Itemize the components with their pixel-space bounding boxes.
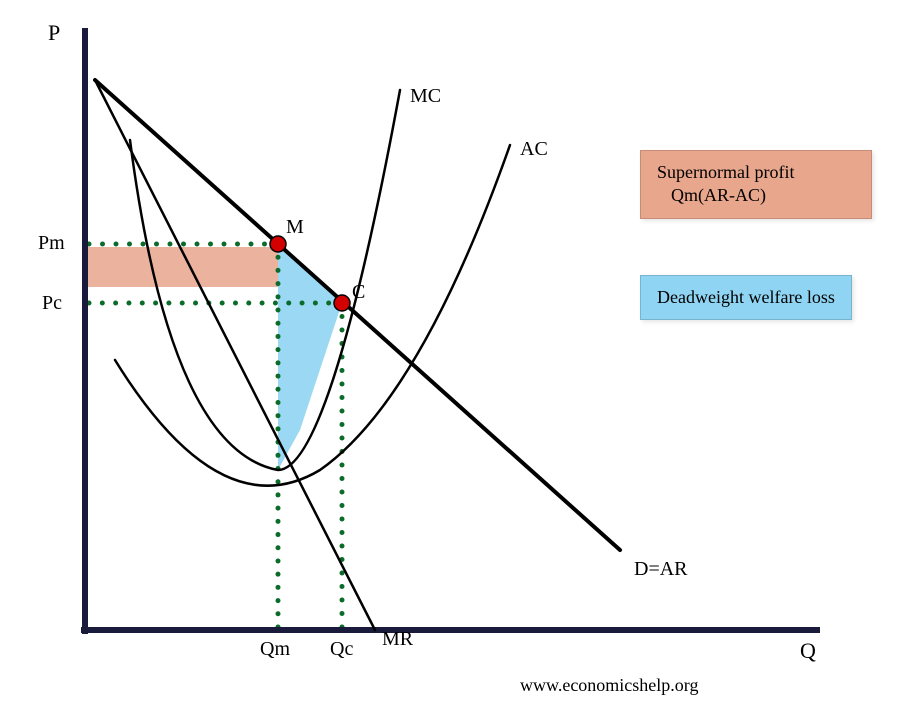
legend-deadweight-loss: Deadweight welfare loss: [640, 275, 852, 320]
mc-curve-label: MC: [410, 85, 441, 108]
x-axis-label: Q: [800, 638, 816, 664]
ac-curve-label: AC: [520, 138, 548, 161]
legend-dwl-text: Deadweight welfare loss: [657, 287, 835, 307]
point-c-label: C: [352, 281, 365, 304]
pm-label: Pm: [38, 232, 65, 255]
mr-curve-label: MR: [382, 628, 413, 651]
qm-label: Qm: [260, 638, 290, 661]
legend-supernormal-profit: Supernormal profit Qm(AR-AC): [640, 150, 872, 219]
legend-profit-line2: Qm(AR-AC): [657, 184, 855, 207]
y-axis-label: P: [48, 20, 60, 46]
source-attribution: www.economicshelp.org: [520, 675, 698, 696]
point-m-label: M: [286, 216, 304, 239]
chart-svg: [20, 20, 896, 693]
d-curve-label: D=AR: [634, 558, 688, 581]
legend-profit-line1: Supernormal profit: [657, 161, 855, 184]
qc-label: Qc: [330, 638, 353, 661]
monopoly-diagram: P Q Pm Pc Qm Qc M C MC AC D=AR MR Supern…: [20, 20, 896, 693]
pc-label: Pc: [42, 292, 62, 315]
